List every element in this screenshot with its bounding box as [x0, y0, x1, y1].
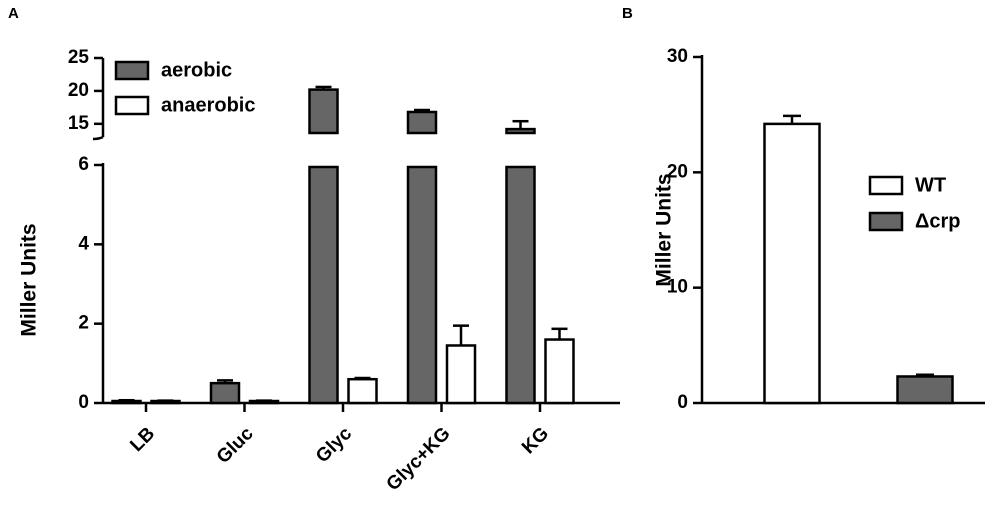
x-tick-label: Gluc: [213, 423, 258, 468]
y-tick-label: 4: [78, 233, 89, 254]
legend-swatch: [114, 60, 150, 81]
bar: [347, 377, 378, 405]
bar: [445, 344, 477, 405]
legend-label: WT: [915, 174, 946, 196]
y-tick-label: 2: [78, 313, 89, 334]
legend-label: anaerobic: [161, 94, 255, 116]
bar: [544, 338, 575, 405]
y-tick-label: 25: [68, 47, 90, 68]
x-tick-label: Glyc+KG: [383, 423, 455, 495]
y-axis-title: Miller Units: [653, 173, 676, 286]
y-tick-label: 6: [78, 154, 89, 175]
bar: [896, 375, 954, 405]
y-tick-label: 30: [667, 46, 688, 67]
panel-label: B: [622, 5, 633, 22]
legend-label: aerobic: [161, 59, 232, 81]
bar: [763, 122, 821, 405]
legend-swatch: [868, 175, 904, 196]
bar: [406, 165, 438, 405]
y-tick-label: 0: [78, 392, 89, 413]
bar: [209, 381, 241, 405]
panel-label: A: [8, 5, 19, 22]
y-tick-label: 15: [68, 113, 90, 134]
bar: [308, 165, 339, 405]
axis-break: [92, 135, 104, 141]
legend-swatch: [114, 95, 150, 116]
y-tick-label: 20: [68, 80, 89, 101]
x-tick-label: Glyc: [312, 423, 356, 467]
y-tick-label: 0: [677, 392, 688, 413]
bar: [505, 165, 536, 405]
bar-upper: [406, 110, 438, 135]
legend-swatch: [868, 211, 904, 232]
x-tick-label: KG: [518, 423, 553, 458]
y-tick-label: 20: [667, 161, 688, 182]
legend-label: Δcrp: [915, 210, 961, 232]
y-tick-label: 10: [667, 277, 688, 298]
x-tick-label: LB: [126, 423, 159, 456]
y-axis-title: Miller Units: [18, 223, 41, 336]
bar-upper: [308, 88, 339, 135]
bar-upper: [505, 127, 536, 135]
